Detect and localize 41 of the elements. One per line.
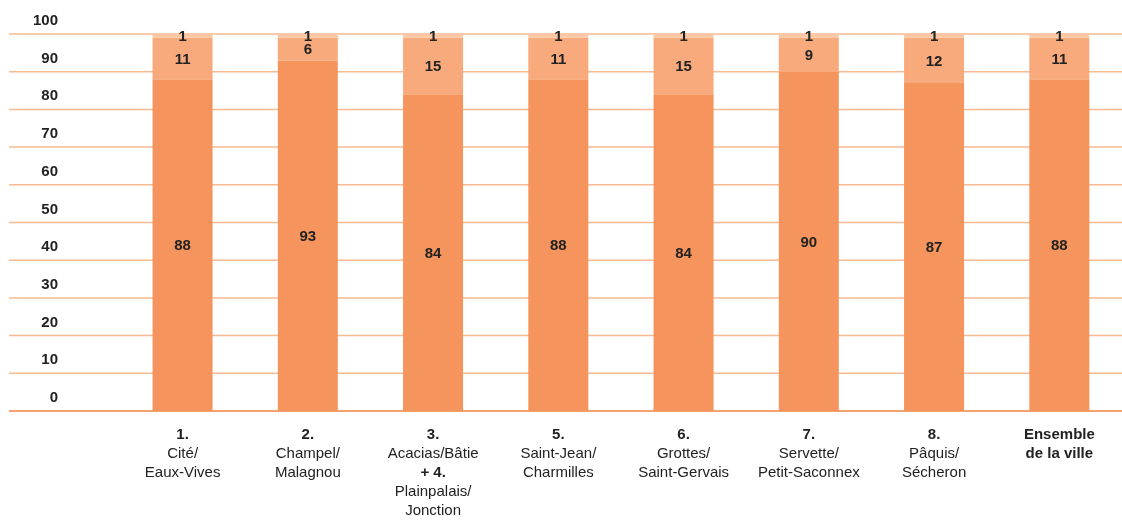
data-label: 11: [174, 49, 191, 67]
data-label: 88: [174, 236, 191, 254]
data-label: 1: [428, 27, 438, 45]
data-label: 88: [1050, 236, 1068, 254]
y-tick-label: 30: [41, 274, 58, 292]
data-label: 12: [925, 51, 943, 69]
y-tick-label: 10: [41, 350, 58, 368]
data-label: 93: [299, 227, 317, 245]
data-label: 1: [178, 27, 187, 45]
data-label: 84: [424, 243, 443, 261]
x-tick-label: Ensemble de la ville: [1023, 425, 1095, 461]
data-label: 11: [550, 49, 567, 67]
y-tick-label: 90: [41, 48, 58, 66]
data-label: 15: [675, 57, 692, 75]
data-label: 90: [800, 232, 818, 250]
x-tick-label: 6. Grottes/ Saint-Gervais: [638, 425, 730, 480]
data-label: 84: [675, 243, 693, 261]
data-label: 1: [804, 27, 813, 45]
y-tick-label: 70: [41, 124, 58, 142]
data-label: 87: [925, 238, 943, 256]
y-tick-label: 60: [41, 161, 58, 179]
data-label: 9: [804, 46, 813, 64]
x-tick-label: 7. Servette/ Petit-Saconnex: [758, 425, 861, 480]
y-tick-label: 0: [49, 388, 58, 405]
y-tick-label: 80: [41, 86, 58, 104]
x-tick-label: 8. Pâquis/ Sécheron: [902, 425, 967, 480]
data-label: 1: [679, 27, 688, 45]
x-tick-label: 2. Champel/ Malagnou: [274, 425, 341, 480]
y-tick-label: 20: [41, 312, 58, 330]
x-tick-label: 1. Cité/ Eaux-Vives: [144, 425, 221, 480]
data-label: 11: [1051, 49, 1068, 67]
x-tick-label: 5. Saint-Jean/ Charmilles: [520, 425, 598, 480]
data-label: 1: [1055, 27, 1064, 45]
data-label: 1: [929, 27, 939, 45]
y-tick-label: 100: [32, 11, 58, 28]
data-label: 88: [549, 236, 567, 254]
data-label: 15: [424, 57, 442, 75]
y-tick-label: 50: [41, 199, 58, 217]
x-tick-label: 3. Acacias/Bâtie + 4. Plainpalais/ Jonction: [387, 425, 479, 518]
y-tick-label: 40: [41, 237, 58, 255]
data-label: 1: [554, 27, 563, 45]
